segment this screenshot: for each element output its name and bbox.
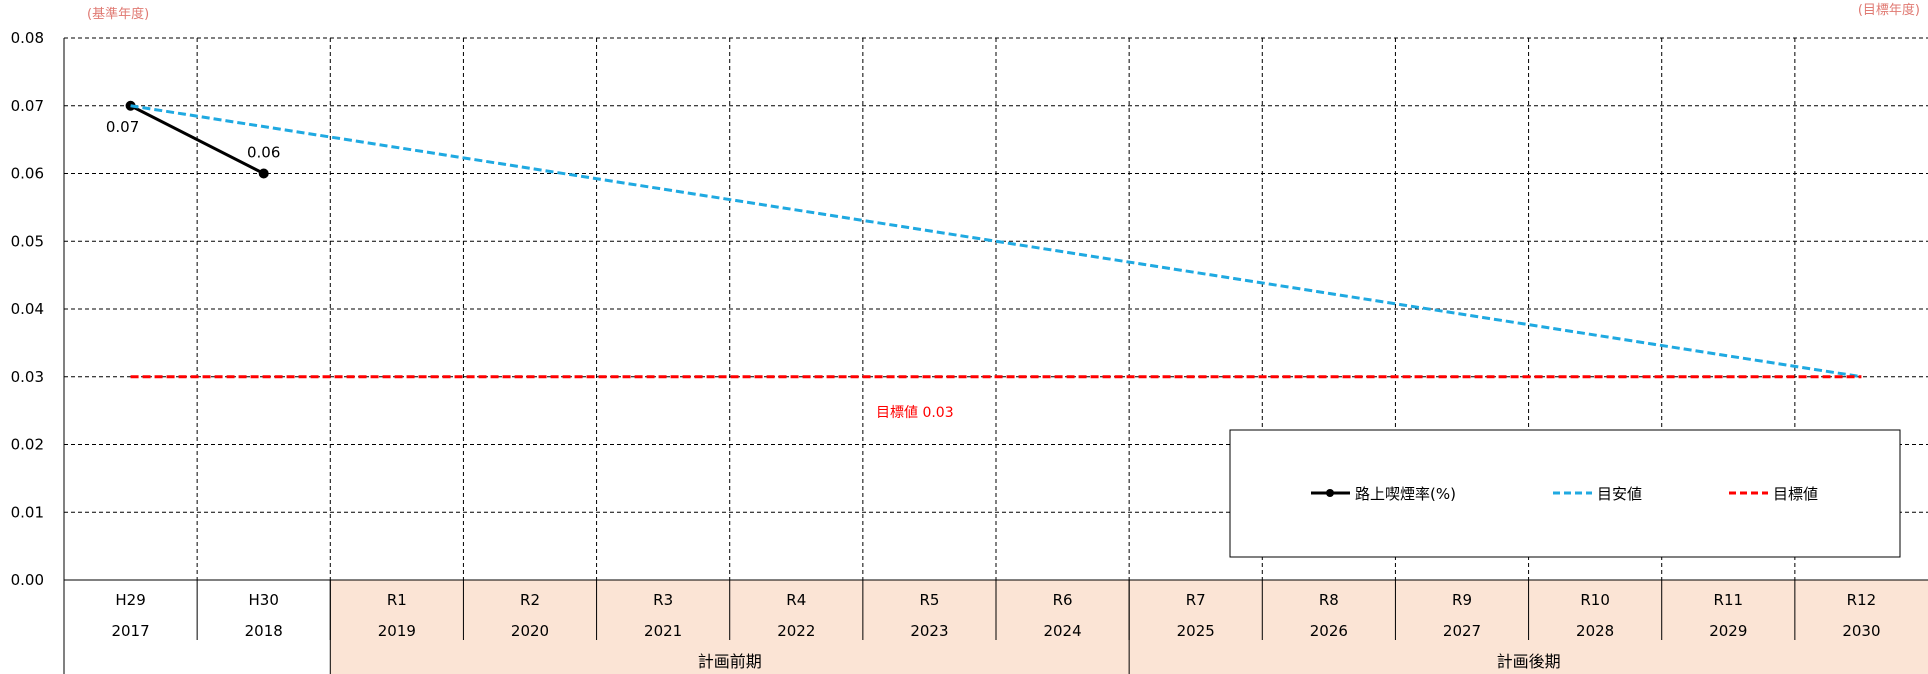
y-tick-label-3: 0.03 xyxy=(11,368,44,386)
series-lines xyxy=(125,100,1862,379)
y-tick-label-2: 0.02 xyxy=(11,436,44,454)
x-era-label-3: R2 xyxy=(520,591,540,609)
x-year-label-2: 2019 xyxy=(378,622,416,640)
x-era-label-7: R6 xyxy=(1053,591,1073,609)
x-era-label-13: R12 xyxy=(1847,591,1877,609)
period-label-1: 計画前期 xyxy=(698,652,762,671)
x-year-label-10: 2027 xyxy=(1443,622,1481,640)
legend: 路上喫煙率(%) 目安値 目標値 xyxy=(1229,429,1901,558)
y-tick-label-8: 0.08 xyxy=(11,29,44,47)
x-era-label-2: R1 xyxy=(387,591,407,609)
y-tick-label-5: 0.05 xyxy=(11,232,44,250)
x-year-label-8: 2025 xyxy=(1177,622,1215,640)
data-labels: 0.07 0.06 xyxy=(106,118,281,162)
x-year-label-13: 2030 xyxy=(1842,622,1880,640)
y-tick-label-6: 0.06 xyxy=(11,165,44,183)
gridlines xyxy=(64,37,1928,580)
y-tick-label-4: 0.04 xyxy=(11,300,44,318)
y-tick-label-0: 0.00 xyxy=(11,571,44,589)
legend-item-rate: 路上喫煙率(%) xyxy=(1311,485,1456,503)
legend-label-target: 目標値 xyxy=(1773,485,1818,503)
x-era-label-10: R9 xyxy=(1452,591,1472,609)
y-tick-label-1: 0.01 xyxy=(11,503,44,521)
x-year-label-11: 2028 xyxy=(1576,622,1614,640)
x-era-label-9: R8 xyxy=(1319,591,1339,609)
data-point-rate-1 xyxy=(258,168,269,179)
x-era-label-1: H30 xyxy=(249,591,279,609)
x-year-label-5: 2022 xyxy=(777,622,815,640)
x-year-label-4: 2021 xyxy=(644,622,682,640)
base-year-note: (基準年度) xyxy=(87,6,149,22)
data-label-rate-1: 0.06 xyxy=(247,144,280,162)
x-year-label-7: 2024 xyxy=(1043,622,1081,640)
x-era-label-11: R10 xyxy=(1580,591,1610,609)
period-label-2: 計画後期 xyxy=(1497,652,1561,671)
x-era-label-6: R5 xyxy=(919,591,939,609)
legend-label-guide: 目安値 xyxy=(1597,485,1642,503)
series-line-rate xyxy=(129,104,265,175)
x-year-label-1: 2018 xyxy=(245,622,283,640)
y-tick-label-7: 0.07 xyxy=(11,97,44,115)
axes xyxy=(63,38,1928,674)
x-year-label-9: 2026 xyxy=(1310,622,1348,640)
x-year-label-6: 2023 xyxy=(910,622,948,640)
target-year-note: (目標年度) xyxy=(1858,2,1920,18)
legend-item-target: 目標値 xyxy=(1729,485,1818,503)
series-line-guide xyxy=(130,104,1862,379)
data-label-rate-0: 0.07 xyxy=(106,118,139,136)
y-tick-labels: 0.00 0.01 0.02 0.03 0.04 0.05 0.06 0.07 0.08 xyxy=(11,29,44,589)
x-year-label-0: 2017 xyxy=(111,622,149,640)
x-era-label-4: R3 xyxy=(653,591,673,609)
x-era-label-8: R7 xyxy=(1186,591,1206,609)
target-annotation: 目標値 0.03 xyxy=(876,405,954,421)
x-era-label-12: R11 xyxy=(1714,591,1744,609)
legend-marker-rate xyxy=(1326,489,1334,497)
legend-label-rate: 路上喫煙率(%) xyxy=(1355,485,1456,503)
x-era-label-0: H29 xyxy=(115,591,145,609)
x-year-label-12: 2029 xyxy=(1709,622,1747,640)
x-year-label-3: 2020 xyxy=(511,622,549,640)
x-era-label-5: R4 xyxy=(786,591,806,609)
legend-item-guide: 目安値 xyxy=(1553,485,1642,503)
x-category-labels: H29 2017 H30 2018 R1 2019 R2 2020 R3 2021 R4 2022 R5… xyxy=(111,591,1880,671)
